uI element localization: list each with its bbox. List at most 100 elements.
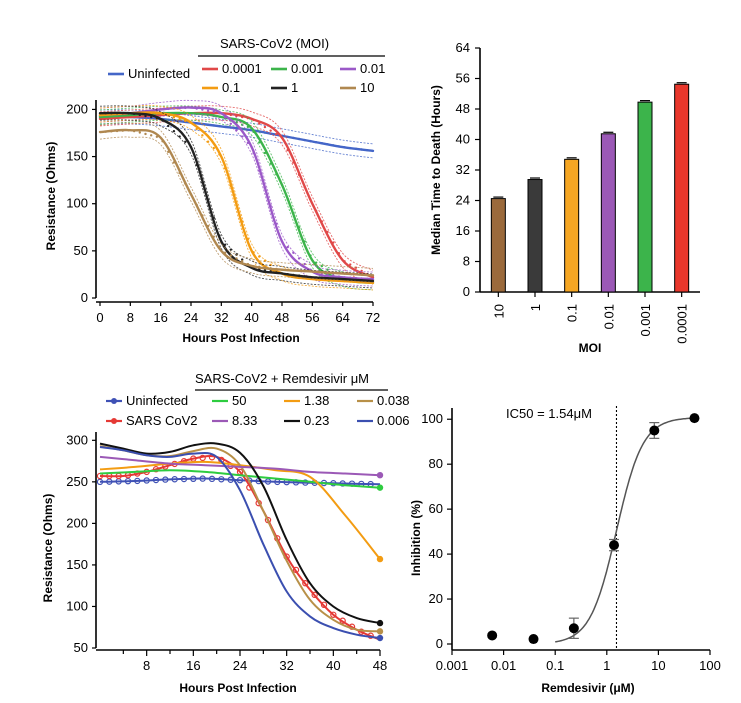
chart-b-y-tick-label: 32: [456, 162, 470, 177]
chart-b-x-tick-label: 10: [491, 304, 506, 318]
chart-a-series-point: [246, 237, 250, 241]
chart-a-series-point: [331, 271, 335, 275]
chart-c-series-line: [99, 460, 381, 560]
chart-a-series-point: [167, 107, 170, 111]
chart-a-series-point: [149, 134, 153, 137]
chart-a-series-point: [189, 106, 193, 109]
chart-c-y-tick-label: 150: [66, 557, 88, 572]
chart-a-series-point: [201, 214, 204, 217]
chart-a-series-point: [360, 273, 363, 276]
chart-a-series-moi-1: [98, 105, 375, 289]
chart-a-series-point: [258, 122, 261, 125]
chart-a-series-point: [121, 116, 124, 119]
chart-c-series-point: [292, 566, 300, 574]
chart-a-series-point: [354, 273, 358, 276]
chart-a-series-point: [258, 169, 261, 172]
chart-b-y-tick-label: 16: [456, 223, 470, 238]
chart-c-series-point: [330, 611, 337, 618]
chart-a-series-point: [229, 248, 233, 251]
chart-a-legend-label: 0.0001: [222, 61, 262, 76]
chart-a-series-band: [99, 136, 374, 283]
chart-a-series-point: [246, 125, 250, 129]
chart-a-series-point: [110, 116, 113, 120]
chart-a-series-point: [360, 277, 363, 280]
chart-c-legend-marker: [111, 398, 117, 404]
chart-b-x-tick-label: 0.0001: [675, 304, 690, 344]
chart-c-series: [99, 469, 384, 491]
chart-d-y-axis-label: Inhibition (%): [409, 500, 423, 576]
chart-c-series-endpoint: [376, 472, 384, 479]
chart-c-series-point: [339, 617, 346, 624]
chart-d-point-marker: [609, 540, 620, 551]
chart-a-series-point: [349, 276, 352, 279]
chart-c-legend-label: 0.006: [377, 413, 410, 428]
chart-a-series-point: [218, 111, 221, 115]
chart-a-series-point: [195, 163, 198, 167]
chart-b-x-tick-label: 1: [528, 304, 543, 311]
chart-a-series-point: [189, 193, 193, 196]
chart-c-series-endpoint: [376, 634, 384, 642]
chart-a-series-point: [218, 234, 221, 237]
chart-a-resistance-moi: SARS-CoV2 (MOI) Uninfected 0.0001 0.001 0.0…: [44, 36, 385, 345]
chart-c-series: [99, 446, 384, 642]
chart-c-x-tick-label: 48: [373, 658, 387, 673]
chart-c-legend-label: 50: [232, 393, 246, 408]
chart-a-series-line: [99, 128, 374, 277]
chart-a-series-band: [99, 118, 374, 291]
chart-a-series-point: [309, 275, 312, 279]
chart-a-series-point: [258, 141, 261, 144]
chart-d-x-tick-label: 0.001: [436, 658, 469, 673]
chart-b-x-tick-label: 0.001: [638, 304, 653, 337]
chart-a-legend-item: 1: [271, 80, 298, 95]
chart-c-x-tick-label: 16: [186, 658, 200, 673]
chart-b-y-tick-label: 8: [463, 254, 470, 269]
chart-d-data-point: [689, 413, 700, 424]
chart-a-series-point: [132, 129, 136, 133]
chart-a-series-point: [161, 108, 164, 111]
chart-a-series-point: [252, 251, 255, 254]
chart-a-series-point: [326, 273, 329, 276]
chart-c-y-tick-label: 100: [66, 598, 88, 613]
chart-c-series-point: [236, 476, 244, 484]
chart-c-series-point: [199, 454, 206, 462]
chart-d-x-tick-label: 100: [699, 658, 721, 673]
chart-b-x-tick-label: 0.1: [565, 304, 580, 322]
chart-a-series-point: [184, 119, 187, 123]
chart-a-series-point: [115, 129, 119, 133]
chart-c-legend-label: SARS CoV2: [126, 413, 198, 428]
chart-a-series-point: [337, 252, 341, 255]
chart-a-series-point: [178, 117, 181, 121]
chart-a-x-tick-label: 40: [244, 310, 258, 325]
chart-c-series: [99, 442, 384, 627]
chart-a-series-point: [218, 246, 221, 249]
chart-a-series-point: [155, 116, 159, 120]
chart-a-series-point: [280, 183, 284, 187]
chart-a-series-point: [320, 276, 324, 280]
chart-a-series-point: [235, 127, 238, 130]
chart-a-series-point: [104, 117, 107, 120]
chart-d-point-marker: [689, 413, 700, 424]
chart-c-series-point: [339, 480, 346, 487]
chart-c-x-axis-label: Hours Post Infection: [179, 681, 296, 695]
chart-a-series-point: [218, 153, 221, 156]
chart-c-series-point: [162, 476, 169, 483]
chart-a-series-point: [320, 264, 324, 268]
chart-a-y-tick-label: 0: [81, 290, 88, 305]
chart-b-bar: [674, 83, 690, 293]
chart-a-series-point: [354, 276, 358, 280]
chart-a-series-point: [343, 276, 346, 279]
chart-d-data-point: [487, 630, 498, 641]
chart-a-series-point: [309, 254, 312, 257]
chart-a-series-point: [195, 107, 198, 110]
chart-c-series-point: [152, 466, 160, 473]
chart-c-y-tick-label: 300: [66, 432, 88, 447]
chart-a-series-point: [172, 112, 176, 115]
chart-a-series-band: [99, 123, 374, 159]
chart-c-x-tick-label: 32: [279, 658, 293, 673]
chart-a-series-point: [98, 112, 102, 115]
chart-c-legend-item: 8.33: [212, 413, 257, 428]
chart-a-series-point: [371, 274, 375, 277]
chart-a-series-point: [280, 272, 284, 275]
chart-b-y-tick-label: 64: [456, 40, 470, 55]
chart-a-series-point: [167, 150, 170, 154]
